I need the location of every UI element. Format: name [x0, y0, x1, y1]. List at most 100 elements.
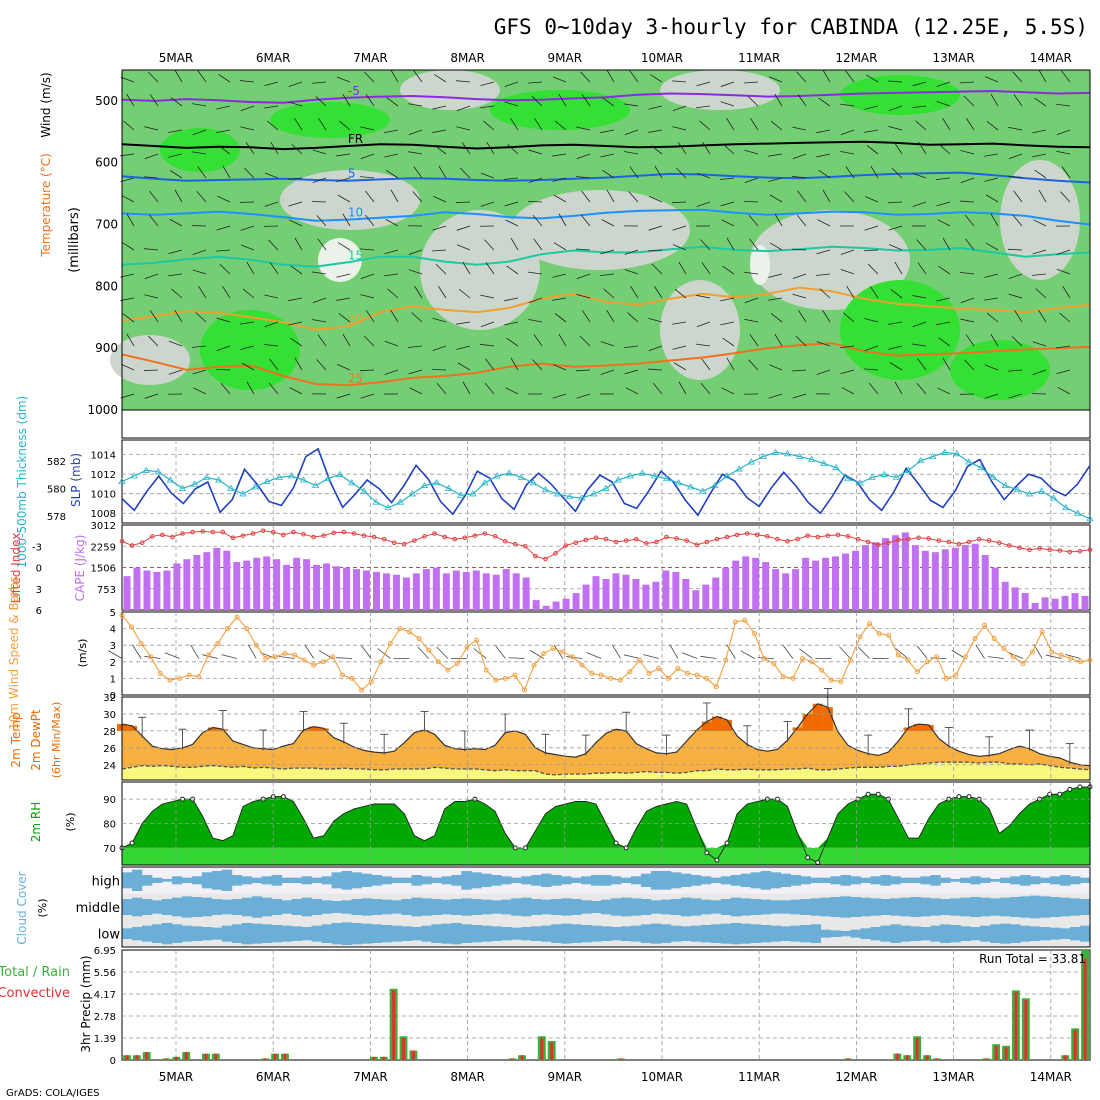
- wind-barb: [984, 393, 999, 399]
- wind-barb: [121, 194, 135, 203]
- wind10-point: [129, 624, 135, 630]
- wind-barb: [744, 177, 759, 184]
- wind10-barb: [361, 645, 372, 659]
- wind-barb: [936, 81, 951, 87]
- lifted-index-point: [795, 536, 800, 542]
- precip-convective-bar: [984, 1058, 988, 1060]
- cloud-bar: [780, 926, 792, 941]
- wind-barb: [1056, 129, 1071, 136]
- wind10-barb: [681, 652, 698, 659]
- wind-barb: [290, 337, 303, 347]
- wind-barb: [768, 393, 783, 399]
- cape-bar: [153, 571, 161, 610]
- wind-barb: [240, 105, 255, 112]
- cloud-bar: [1060, 897, 1071, 917]
- wind-barb: [553, 194, 567, 203]
- wind10-barb: [278, 656, 295, 659]
- wind10-barb: [553, 644, 564, 659]
- cape-bar: [812, 560, 820, 610]
- wind-barb: [192, 151, 207, 155]
- lifted-index-point: [149, 534, 155, 539]
- wind10-point: [799, 655, 805, 661]
- wind-barb: [240, 225, 255, 231]
- cape-bar: [343, 567, 351, 610]
- lifted-index-point: [291, 529, 296, 535]
- lifted-index-point: [1007, 543, 1012, 548]
- rh2m-point: [1047, 791, 1053, 797]
- lifted-index-point: [270, 529, 276, 535]
- wind-barb: [936, 201, 951, 207]
- lifted-index-point: [664, 534, 669, 540]
- wind-barb: [264, 105, 279, 109]
- date-tick-bottom: 11MAR: [738, 1070, 780, 1084]
- wind-barb: [696, 321, 711, 328]
- wind-barb: [986, 121, 999, 131]
- cape-bar: [752, 557, 760, 610]
- wind10-point: [435, 659, 441, 665]
- wind-barb: [338, 313, 351, 323]
- wind-barb: [147, 71, 159, 83]
- date-tick-top: 14MAR: [1030, 51, 1072, 65]
- cloud-band-label: high: [92, 874, 120, 889]
- wind10-point: [349, 675, 355, 681]
- wind-barb: [600, 249, 615, 255]
- wind-barb: [960, 272, 975, 275]
- lifted-index-point: [805, 533, 810, 538]
- wind-barb: [769, 242, 783, 251]
- thickness-point: [517, 473, 526, 480]
- wind-barb: [624, 249, 639, 255]
- wind-barb: [819, 288, 831, 299]
- lifted-index-point: [724, 534, 730, 540]
- cloud-bar: [131, 927, 143, 941]
- wind-barb: [168, 249, 183, 255]
- slp-tick: 1014: [91, 451, 116, 462]
- thickness-point: [299, 476, 308, 483]
- cloud-bar: [930, 925, 941, 942]
- wind-barb: [552, 177, 567, 182]
- wind-barb: [912, 201, 927, 207]
- wind-barb: [216, 317, 231, 323]
- cloud-bar: [810, 898, 821, 916]
- cloud-bar: [221, 869, 233, 891]
- thickness-point: [626, 472, 634, 479]
- cape-bar: [123, 576, 131, 610]
- wind-barb: [1057, 386, 1071, 395]
- wind-barb: [937, 219, 951, 227]
- wind-barb: [384, 340, 399, 347]
- wind-barb: [864, 345, 879, 352]
- wind-barb: [126, 333, 135, 347]
- cape-bar: [911, 545, 919, 610]
- temp-tick: 26: [103, 744, 116, 755]
- wind-barb: [264, 344, 279, 347]
- wind10-point: [368, 679, 374, 685]
- wind-barb: [268, 382, 279, 395]
- wind-barb: [222, 165, 231, 179]
- wind-barb: [122, 313, 135, 323]
- temp-tick: 24: [103, 761, 116, 772]
- cape-tick: 1506: [91, 564, 116, 575]
- lifted-index-tick: -3: [32, 542, 42, 553]
- precip-convective-bar: [1063, 1055, 1067, 1060]
- cloud-bar: [640, 924, 652, 943]
- lifted-index-point: [684, 538, 689, 543]
- wind-barb: [312, 149, 327, 155]
- wind10-point: [732, 619, 738, 625]
- wind-barb: [648, 345, 663, 352]
- lifted-index-point: [936, 538, 942, 543]
- wind10-point: [665, 675, 671, 681]
- rh2m-tick: 90: [103, 795, 116, 806]
- wind-barb: [168, 369, 183, 375]
- thickness-point: [275, 473, 284, 480]
- wind-barb: [456, 345, 471, 350]
- wind-barb: [888, 321, 903, 325]
- wind-barb: [576, 294, 591, 299]
- wind10-barb: [495, 645, 506, 659]
- wind-barb: [149, 310, 159, 323]
- wind-barb: [433, 195, 447, 203]
- cape-bar: [293, 557, 301, 610]
- lifted-index-point: [744, 531, 750, 536]
- precip-convective-bar: [283, 1053, 287, 1060]
- wind-barb: [720, 177, 735, 180]
- cloud-bar: [211, 871, 223, 890]
- wind10-point: [167, 677, 173, 683]
